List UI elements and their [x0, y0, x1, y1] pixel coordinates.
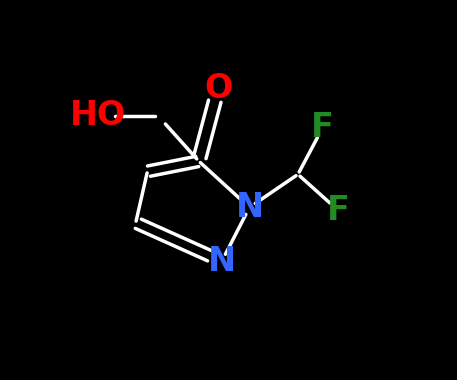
Text: F: F — [311, 111, 334, 144]
Text: N: N — [235, 191, 264, 224]
Text: N: N — [208, 245, 236, 278]
Text: F: F — [327, 195, 350, 227]
Text: HO: HO — [70, 99, 126, 132]
Text: O: O — [204, 71, 233, 104]
